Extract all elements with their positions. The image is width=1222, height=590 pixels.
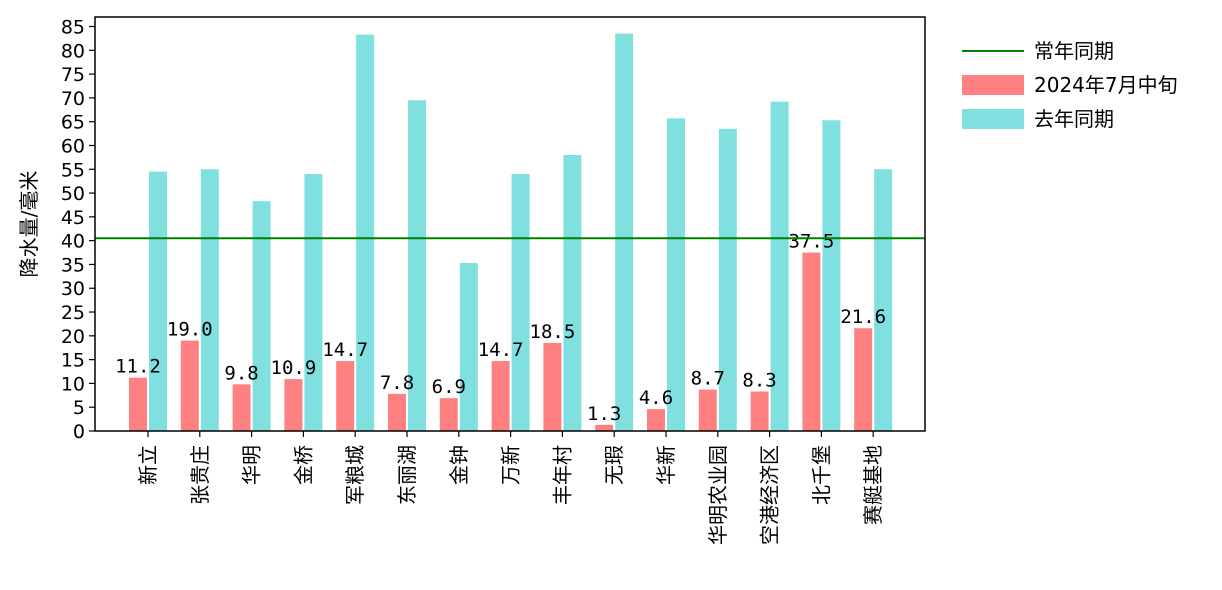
y-tick-label: 50 xyxy=(61,183,85,205)
category-label: 军粮城 xyxy=(343,445,367,505)
x-axis: 新立 张贵庄 华明 金桥 军粮城 东丽湖 金钟 万新 丰年村 无瑕 华新 华明农业园 空港经济区 北千堡 赛… xyxy=(136,431,885,545)
bar-last-year xyxy=(667,118,685,432)
bar-last-year xyxy=(822,120,841,431)
y-tick-label: 25 xyxy=(61,302,85,324)
category-label: 华明 xyxy=(240,445,264,485)
category-label: 赛艇基地 xyxy=(861,445,885,525)
bar-2024-july-mid xyxy=(647,409,665,431)
data-label: 8.7 xyxy=(691,368,725,390)
bar-last-year xyxy=(718,128,737,432)
y-tick-label: 85 xyxy=(61,17,85,39)
y-tick-label: 80 xyxy=(61,40,85,62)
data-label: 18.5 xyxy=(530,321,576,343)
y-tick-label: 70 xyxy=(61,88,85,110)
bar-2024-july-mid xyxy=(543,342,562,431)
category-label: 华明农业园 xyxy=(706,445,730,545)
bar-last-year xyxy=(770,101,789,432)
y-tick-label: 20 xyxy=(61,326,85,348)
data-label: 6.9 xyxy=(432,376,466,398)
y-tick-label: 75 xyxy=(61,64,85,86)
bar-2024-july-mid xyxy=(284,379,303,431)
data-label: 14.7 xyxy=(322,339,368,361)
bar-2024-july-mid xyxy=(854,328,873,431)
bar-last-year xyxy=(304,174,323,431)
category-label: 空港经济区 xyxy=(758,445,782,545)
bar-last-year xyxy=(252,201,271,431)
bar-last-year xyxy=(200,169,219,431)
data-label: 21.6 xyxy=(840,306,886,328)
bar-2024-july-mid xyxy=(232,384,251,431)
y-tick-label: 40 xyxy=(61,231,85,253)
legend-swatch-last-year xyxy=(962,109,1024,129)
y-tick-label: 15 xyxy=(61,350,85,372)
y-tick-label: 0 xyxy=(73,421,85,443)
plot-frame xyxy=(94,16,926,432)
y-tick-label: 30 xyxy=(61,278,85,300)
category-label: 无瑕 xyxy=(602,445,626,485)
category-label: 金桥 xyxy=(291,445,315,485)
category-label: 东丽湖 xyxy=(395,445,419,505)
plot-area: 11.219.09.8 10.914.77.8 6.914.718.51.34.68… xyxy=(94,16,926,432)
bar-2024-july-mid xyxy=(698,389,717,431)
data-label: 11.2 xyxy=(115,356,161,378)
bar-2024-july-mid xyxy=(491,361,510,431)
bar-2024-july-mid xyxy=(750,391,769,431)
bar-last-year xyxy=(356,34,375,431)
category-label: 张贵庄 xyxy=(188,445,212,505)
data-label: 10.9 xyxy=(271,357,317,379)
data-label: 8.3 xyxy=(742,370,776,392)
legend-label-normal: 常年同期 xyxy=(1034,39,1114,63)
y-tick-label: 5 xyxy=(73,397,85,419)
bar-2024-july-mid xyxy=(388,393,406,431)
legend-label-2024: 2024年7月中旬 xyxy=(1034,73,1178,97)
data-label: 9.8 xyxy=(224,362,258,384)
bar-2024-july-mid xyxy=(802,252,821,431)
bar-last-year xyxy=(874,169,893,431)
bar-2024-july-mid xyxy=(595,424,614,431)
data-label: 19.0 xyxy=(167,319,213,341)
data-label: 1.3 xyxy=(587,403,621,425)
bar-2024-july-mid xyxy=(439,398,458,431)
bar-last-year xyxy=(511,174,530,431)
data-label: 14.7 xyxy=(478,339,524,361)
y-tick-label: 65 xyxy=(61,112,85,134)
category-label: 华新 xyxy=(654,445,678,485)
bar-2024-july-mid xyxy=(336,361,355,431)
data-label: 7.8 xyxy=(380,372,414,394)
y-tick-label: 35 xyxy=(61,254,85,276)
bar-last-year xyxy=(149,171,167,432)
bar-2024-july-mid xyxy=(129,377,147,431)
bar-last-year xyxy=(459,263,478,431)
data-label: 4.6 xyxy=(639,387,673,409)
legend-label-last-year: 去年同期 xyxy=(1034,107,1114,131)
y-axis-title: 降水量/毫米 xyxy=(17,171,41,278)
y-tick-label: 55 xyxy=(61,159,85,181)
category-label: 金钟 xyxy=(447,445,471,485)
category-label: 万新 xyxy=(499,445,523,485)
legend-swatch-2024 xyxy=(962,75,1024,95)
category-label: 北千堡 xyxy=(809,445,833,505)
bar-last-year xyxy=(408,100,426,431)
y-tick-label: 60 xyxy=(61,135,85,157)
data-label: 37.5 xyxy=(789,231,835,253)
bar-last-year xyxy=(615,33,634,431)
category-label: 丰年村 xyxy=(550,445,574,505)
y-tick-label: 45 xyxy=(61,207,85,229)
bar-last-year xyxy=(563,155,582,431)
category-label: 新立 xyxy=(136,445,160,485)
bar-2024-july-mid xyxy=(180,340,199,431)
y-tick-label: 10 xyxy=(61,373,85,395)
